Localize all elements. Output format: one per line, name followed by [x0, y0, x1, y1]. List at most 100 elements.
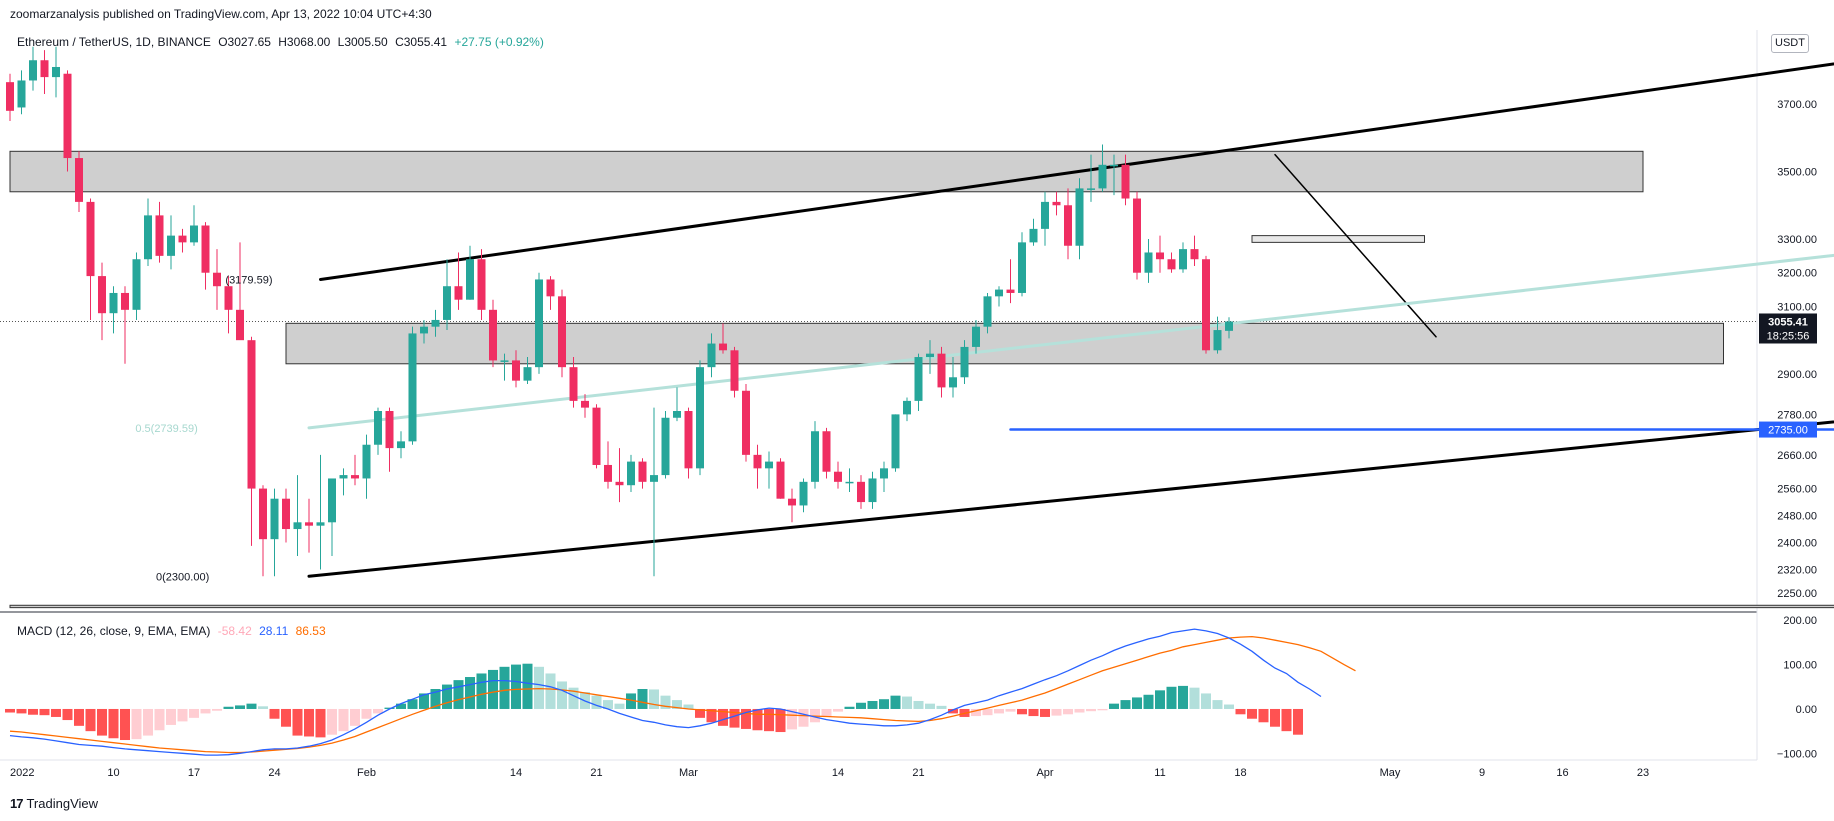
macd-histogram-bar: [706, 708, 717, 723]
macd-line: [9, 628, 1322, 756]
candle: [1202, 255, 1210, 354]
macd-histogram-bar: [97, 708, 107, 736]
symbol-legend: Ethereum / TetherUS, 1D, BINANCE O3027.6…: [17, 35, 544, 49]
candle: [408, 326, 417, 445]
candle-body: [1087, 188, 1095, 190]
price-tick-label: 2560.00: [1777, 484, 1817, 496]
candle-body: [52, 66, 60, 78]
macd-title[interactable]: MACD (12, 26, close, 9, EMA, EMA): [17, 624, 211, 638]
candle: [86, 198, 95, 320]
candle: [109, 286, 118, 334]
candle-body: [167, 235, 175, 256]
symbol-name[interactable]: Ethereum / TetherUS, 1D, BINANCE: [17, 35, 211, 49]
candle: [1225, 317, 1233, 339]
candle-body: [822, 431, 831, 472]
zone-box: [9, 150, 1644, 193]
candle-body: [1098, 164, 1107, 189]
candle-body: [40, 60, 49, 78]
tradingview-logo-icon: 17: [10, 796, 24, 811]
macd-histogram-bar: [430, 689, 441, 709]
candle: [75, 151, 83, 213]
macd-histogram-bar: [1258, 708, 1269, 723]
candle-body: [1018, 242, 1026, 293]
macd-histogram-bar: [1120, 700, 1131, 709]
candle-body: [983, 296, 992, 327]
macd-histogram-bar: [867, 700, 878, 709]
candle-body: [1029, 228, 1038, 243]
macd-histogram-bar: [1051, 708, 1062, 716]
candle: [535, 272, 543, 374]
candle: [477, 249, 486, 320]
time-tick-label: 17: [188, 767, 200, 779]
candle: [730, 346, 739, 398]
macd-histogram-bar: [177, 708, 188, 722]
candle: [1121, 154, 1130, 206]
macd-tick-label: −100.00: [1777, 748, 1817, 760]
time-tick-label: 11: [1154, 767, 1165, 779]
macd-histogram-bar: [39, 708, 50, 716]
lower-channel: [307, 420, 1834, 578]
candle: [178, 228, 187, 253]
macd-histogram-bar: [16, 708, 27, 714]
macd-histogram-bar: [1224, 704, 1234, 709]
time-tick-label: 21: [590, 767, 602, 779]
candle: [316, 454, 325, 570]
candle-body: [1121, 164, 1130, 199]
candle-body: [1213, 330, 1222, 351]
macd-histogram-bar: [407, 699, 418, 709]
currency-badge[interactable]: USDT: [1771, 34, 1809, 53]
macd-histogram-bar: [1189, 687, 1200, 709]
macd-histogram-bar: [292, 708, 303, 736]
candle: [63, 70, 72, 172]
candle-body: [339, 475, 348, 479]
macd-histogram-bar: [85, 708, 96, 732]
candle: [489, 299, 497, 368]
candle: [431, 309, 440, 337]
macd-histogram-bar: [304, 708, 314, 737]
macd-histogram-bar: [51, 708, 61, 717]
candle-body: [270, 498, 279, 540]
tradingview-brand[interactable]: 17 TradingView: [10, 796, 98, 811]
candle-body: [512, 360, 520, 381]
time-tick-label: May: [1380, 767, 1401, 779]
candle-body: [190, 225, 198, 243]
candle-body: [178, 235, 187, 243]
time-tick-label: 24: [268, 767, 280, 779]
candle: [247, 336, 256, 546]
candle: [765, 451, 773, 489]
candle-body: [604, 464, 612, 482]
candle: [454, 252, 463, 310]
candle-body: [1179, 249, 1187, 270]
macd-histogram-bar: [143, 708, 153, 736]
macd-histogram-bar: [235, 705, 245, 709]
candle-body: [1110, 164, 1118, 167]
macd-histogram-bar: [798, 708, 809, 727]
candle-body: [1133, 198, 1141, 273]
candle: [224, 276, 233, 334]
candle: [1213, 316, 1222, 354]
macd-histogram-bar: [948, 708, 958, 714]
support-price-label: 2735.00: [1768, 425, 1808, 437]
candle: [592, 404, 601, 469]
macd-histogram-bar: [442, 684, 452, 709]
candle-body: [615, 481, 624, 486]
macd-signal-line: [9, 635, 1356, 754]
macd-histogram-bar: [1281, 708, 1292, 732]
macd-histogram-bar: [476, 673, 487, 709]
macd-histogram-bar: [729, 708, 740, 728]
candle: [443, 259, 451, 331]
macd-histogram-bar: [1201, 693, 1211, 709]
candle-body: [75, 158, 83, 202]
candle: [1018, 232, 1026, 297]
candle: [845, 468, 854, 492]
price-tick-label: 2900.00: [1777, 369, 1817, 381]
macd-histogram-bar: [223, 706, 234, 709]
macd-histogram-bar: [672, 700, 682, 709]
price-tick-label: 3500.00: [1777, 167, 1817, 179]
price-tick-label: 2320.00: [1777, 565, 1817, 577]
macd-histogram-bar: [821, 708, 832, 717]
macd-histogram-bar: [154, 708, 165, 731]
candle-body: [719, 343, 727, 351]
macd-histogram-bar: [361, 708, 372, 719]
